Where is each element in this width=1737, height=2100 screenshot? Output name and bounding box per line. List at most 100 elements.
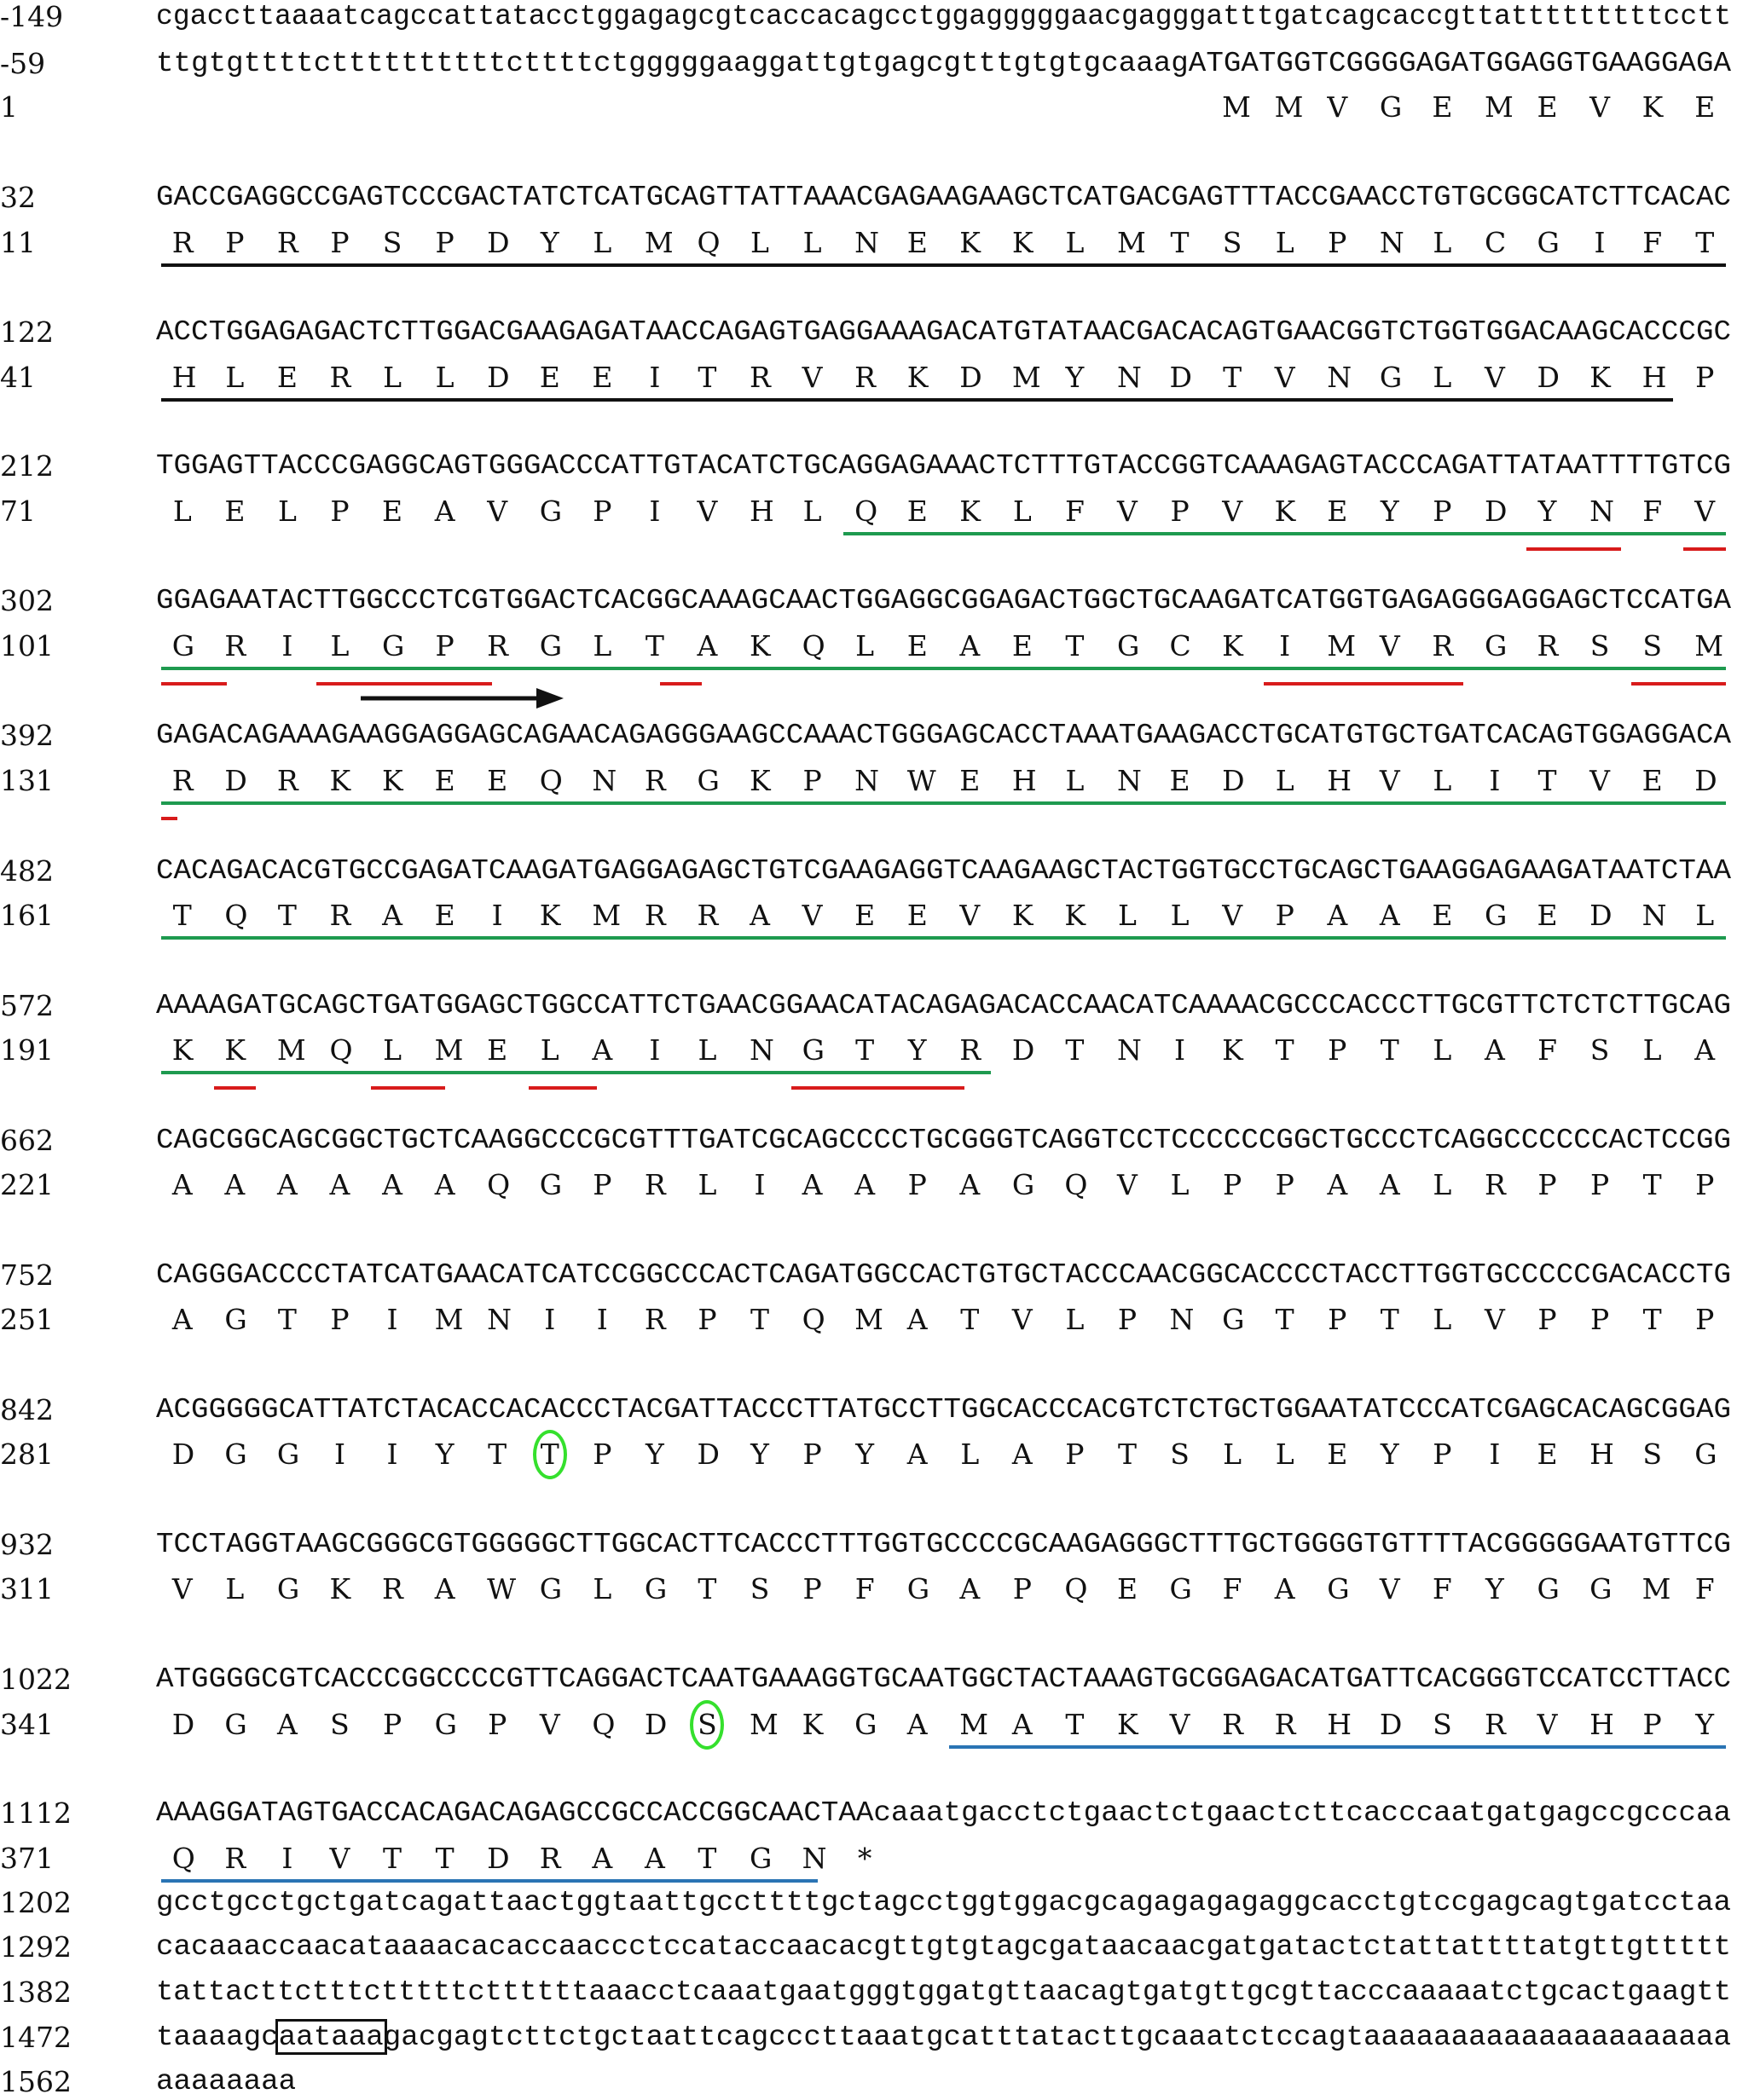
amino-acid: T xyxy=(645,629,664,662)
nucleotide-sequence: TCCTAGGTAAGCGGGCGTGGGGGCTTGGCACTTCACCCTT… xyxy=(156,1529,1732,1560)
amino-acid: Y xyxy=(435,1438,455,1471)
amino-acid: V xyxy=(1379,764,1400,797)
line-number: -149 xyxy=(0,0,64,33)
amino-acid: M xyxy=(1694,629,1723,662)
amino-acid: N xyxy=(1116,764,1142,797)
amino-acid: F xyxy=(1537,1033,1557,1067)
arrow-right-icon xyxy=(361,688,565,709)
amino-acid: K xyxy=(171,1033,194,1067)
amino-acid: T xyxy=(1275,1303,1294,1336)
line-number: 572 xyxy=(0,989,54,1022)
line-number: 71 xyxy=(0,495,36,528)
domain-underline xyxy=(161,801,1726,805)
amino-acid: E xyxy=(1537,899,1558,932)
polya-signal-box xyxy=(275,2019,387,2055)
amino-acid: R xyxy=(854,361,876,394)
amino-acid: P xyxy=(1065,1438,1085,1471)
amino-acid: I xyxy=(386,1438,398,1471)
amino-acid: P xyxy=(1537,1168,1557,1201)
amino-acid: R xyxy=(1274,1708,1296,1741)
amino-acid: V xyxy=(1222,899,1243,932)
amino-acid: K xyxy=(224,1033,246,1067)
amino-acid: N xyxy=(802,1842,827,1875)
amino-acid: P xyxy=(330,495,350,528)
amino-acid: Q xyxy=(224,899,248,932)
amino-acid: S xyxy=(1433,1708,1452,1741)
amino-acid: * xyxy=(857,1842,872,1875)
amino-acid: A xyxy=(644,1842,665,1875)
phosphosite-circle xyxy=(690,1700,725,1750)
amino-acid: G xyxy=(1537,226,1560,259)
amino-acid: G xyxy=(906,1572,930,1605)
amino-acid: L xyxy=(1065,764,1085,797)
amino-acid: P xyxy=(1433,495,1452,528)
amino-acid: Q xyxy=(329,1033,353,1067)
sequence-line: -59 ttgtgttttcttttttttttcttttctgggggaagga… xyxy=(0,47,1737,81)
amino-acid: A xyxy=(1379,899,1400,932)
sequence-line: 842 ACGGGGGCATTATCTACACCACACCCTACGATTACCC… xyxy=(0,1393,1737,1427)
amino-acid: R xyxy=(697,899,719,932)
amino-acid: E xyxy=(1011,629,1033,662)
amino-acid: L xyxy=(1065,226,1085,259)
sequence-line: 341DGASPGPVQDSMKGAMATKVRRHDSRVHPYDGASPGP… xyxy=(0,1708,1737,1742)
nucleotide-sequence: cgaccttaaaatcagccattatacctggagagcgtcacca… xyxy=(156,1,1731,32)
amino-acid: A xyxy=(592,1842,613,1875)
sequence-line: 221AAAAAAQGPRLIAAPAGQVLPPAALRPPTPAAAAAAQ… xyxy=(0,1168,1737,1202)
domain-underline xyxy=(948,1745,1726,1749)
amino-acid: A xyxy=(224,1168,246,1201)
amino-acid: L xyxy=(225,1572,245,1605)
line-number: 752 xyxy=(0,1258,54,1292)
amino-acid: P xyxy=(802,764,822,797)
amino-acid: Y xyxy=(645,1438,664,1471)
amino-acid: L xyxy=(1012,495,1032,528)
amino-acid: L xyxy=(1170,1168,1190,1201)
amino-acid: A xyxy=(1274,1572,1295,1605)
line-number: 161 xyxy=(0,899,54,932)
line-number: 1382 xyxy=(0,1976,72,2009)
amino-acid: F xyxy=(854,1572,875,1605)
amino-acid: G xyxy=(224,1303,247,1336)
domain-underline xyxy=(1683,547,1726,551)
amino-acid: L xyxy=(1275,1438,1294,1471)
amino-acid: Q xyxy=(171,1842,195,1875)
amino-acid: E xyxy=(434,899,455,932)
amino-acid: W xyxy=(487,1572,517,1605)
amino-acid: I xyxy=(649,495,661,528)
line-number: 932 xyxy=(0,1528,54,1561)
amino-acid: P xyxy=(698,1303,717,1336)
amino-acid: A xyxy=(1327,1168,1348,1201)
amino-acid: R xyxy=(1222,1708,1243,1741)
amino-acid: K xyxy=(1589,361,1611,394)
amino-acid: T xyxy=(1380,1033,1399,1067)
amino-acid: R xyxy=(644,899,666,932)
amino-acid: E xyxy=(906,629,928,662)
amino-acid: V xyxy=(487,495,508,528)
sequence-line: 122 ACCTGGAGAGACTCTTGGACGAAGAGATAACCAGAGT… xyxy=(0,315,1737,350)
domain-underline xyxy=(528,1086,598,1090)
amino-acid: R xyxy=(276,764,298,797)
amino-acid: A xyxy=(1011,1438,1033,1471)
amino-acid: E xyxy=(487,1033,508,1067)
amino-acid: N xyxy=(854,764,880,797)
amino-acid: M xyxy=(1641,1572,1671,1605)
amino-acid: T xyxy=(1380,1303,1399,1336)
amino-acid: G xyxy=(1537,1572,1560,1605)
sequence-line: 212 TGGAGTTACCCGAGGCAGTGGGACCCATTGTACATCT… xyxy=(0,449,1737,483)
amino-acid: A xyxy=(1379,1168,1400,1201)
nucleotide-sequence: tattacttctttctttttcttttttaaacctcaaatgaat… xyxy=(156,1976,1731,2008)
amino-acid: M xyxy=(592,899,622,932)
amino-acid: Q xyxy=(487,1168,511,1201)
amino-acid: Y xyxy=(1065,361,1085,394)
amino-acid: L xyxy=(802,226,822,259)
line-number: 371 xyxy=(0,1842,54,1875)
amino-acid: A xyxy=(697,629,718,662)
amino-acid: T xyxy=(698,361,717,394)
sequence-line: 191KKMQLMELAILNGTYRDTNIKTPTLAFSLAKKMQLME… xyxy=(0,1033,1737,1067)
amino-acid: D xyxy=(171,1438,195,1471)
amino-acid: P xyxy=(802,1572,822,1605)
amino-acid: K xyxy=(750,629,771,662)
amino-acid: T xyxy=(1695,226,1715,259)
